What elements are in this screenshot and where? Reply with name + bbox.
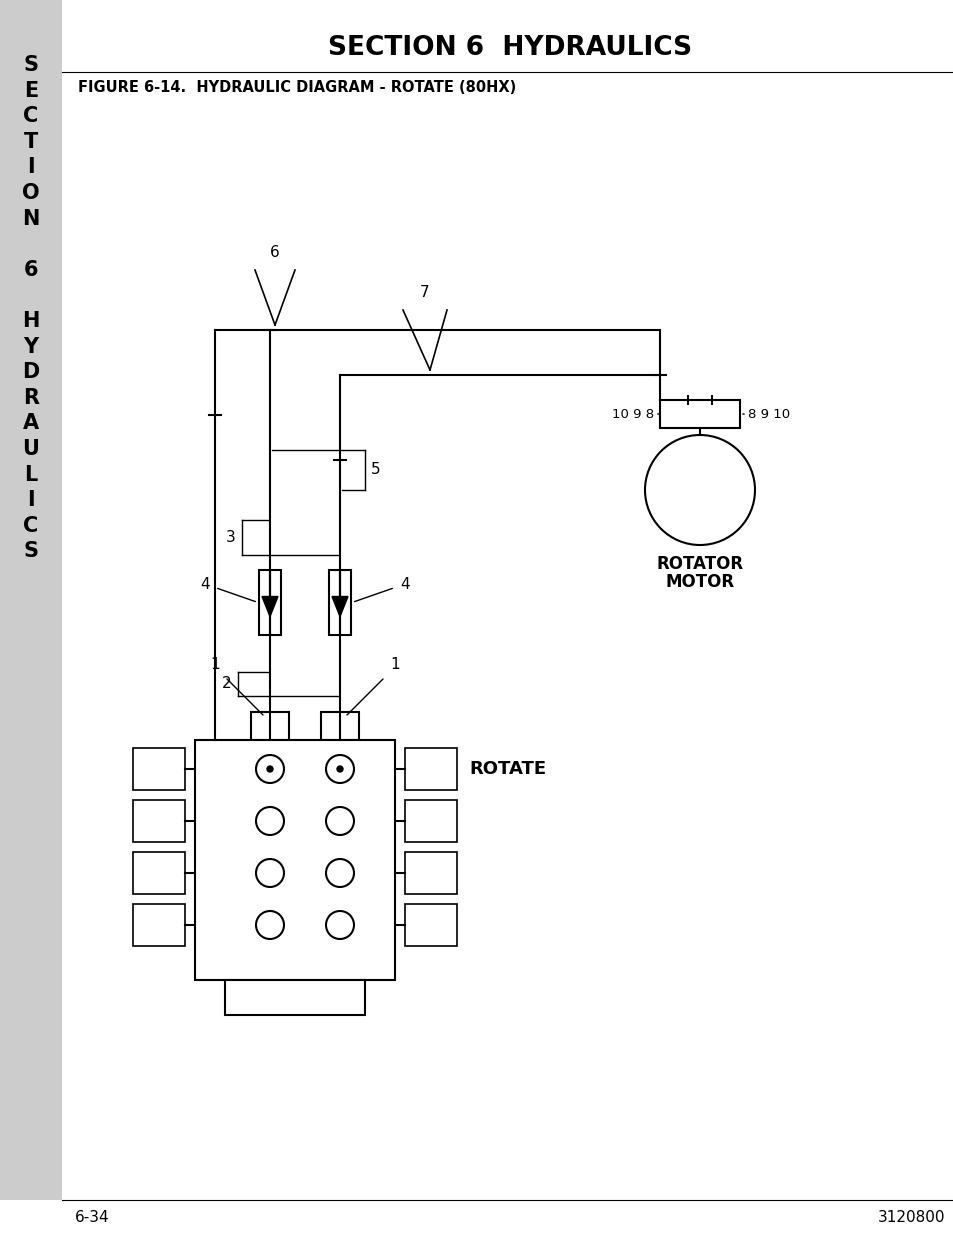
- Bar: [405, 748, 456, 790]
- Circle shape: [326, 755, 354, 783]
- Polygon shape: [332, 597, 348, 616]
- Bar: [405, 904, 456, 946]
- Circle shape: [255, 911, 284, 939]
- Circle shape: [336, 766, 343, 772]
- Text: MOTOR: MOTOR: [665, 573, 734, 592]
- Circle shape: [326, 806, 354, 835]
- Circle shape: [255, 755, 284, 783]
- Text: 8 9 10: 8 9 10: [747, 408, 789, 420]
- Text: SECTION 6  HYDRAULICS: SECTION 6 HYDRAULICS: [328, 35, 691, 61]
- Text: 1: 1: [211, 657, 220, 672]
- Text: 7: 7: [419, 285, 430, 300]
- Bar: [132, 800, 185, 842]
- Bar: [251, 713, 289, 740]
- Text: FIGURE 6-14.  HYDRAULIC DIAGRAM - ROTATE (80HX): FIGURE 6-14. HYDRAULIC DIAGRAM - ROTATE …: [78, 80, 516, 95]
- Circle shape: [644, 435, 754, 545]
- Text: 5: 5: [371, 462, 380, 478]
- Circle shape: [255, 806, 284, 835]
- Text: 3: 3: [226, 530, 235, 545]
- Polygon shape: [262, 597, 277, 616]
- Bar: [329, 571, 351, 635]
- Text: 2: 2: [222, 677, 232, 692]
- Text: 4: 4: [399, 577, 409, 592]
- Bar: [132, 852, 185, 894]
- Bar: [320, 713, 358, 740]
- Bar: [225, 981, 365, 1015]
- Circle shape: [255, 860, 284, 887]
- Text: 3120800: 3120800: [877, 1210, 944, 1225]
- Bar: [405, 800, 456, 842]
- Circle shape: [267, 766, 273, 772]
- Text: 4: 4: [200, 577, 210, 592]
- Text: 10 9 8: 10 9 8: [611, 408, 654, 420]
- Bar: [405, 852, 456, 894]
- Circle shape: [326, 860, 354, 887]
- Text: 6: 6: [270, 245, 279, 261]
- Circle shape: [326, 911, 354, 939]
- Text: ROTATOR: ROTATOR: [656, 555, 742, 573]
- Bar: [0, 0, 62, 1200]
- Bar: [659, 400, 740, 429]
- Text: ROTATE: ROTATE: [469, 760, 545, 778]
- Bar: [132, 904, 185, 946]
- Bar: [132, 748, 185, 790]
- Bar: [194, 740, 395, 981]
- Text: 6-34: 6-34: [75, 1210, 110, 1225]
- Text: S
E
C
T
I
O
N
 
6
 
H
Y
D
R
A
U
L
I
C
S: S E C T I O N 6 H Y D R A U L I C S: [22, 56, 40, 562]
- Bar: [258, 571, 281, 635]
- Text: 1: 1: [390, 657, 399, 672]
